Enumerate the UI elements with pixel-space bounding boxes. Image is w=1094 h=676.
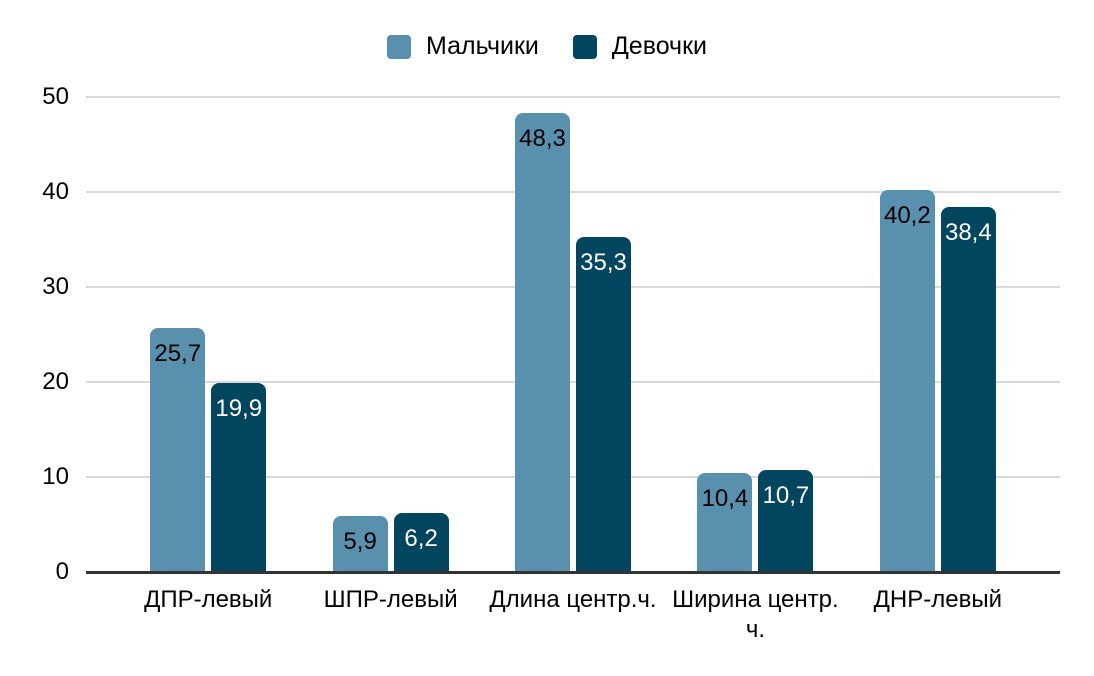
x-axis-label-line: ч. [745,616,765,643]
bar-groups: 25,7 19,9 5,9 6,2 48,3 35,3 10,4 10,7 40,2 38,4 [117,97,1029,572]
x-axis-label: ДНР-левый [847,585,1029,645]
x-axis-label: ДПР-левый [117,585,299,645]
y-axis-tick-label: 40 [42,178,69,205]
bar-value-label: 5,9 [343,527,377,555]
x-axis-label-line: ДПР-левый [144,586,273,613]
bar-value-label: 40,2 [883,202,931,230]
x-axis-label: ШПР-левый [299,585,481,645]
bar-value-label: 38,4 [944,219,992,247]
y-axis-tick-label: 50 [42,83,69,110]
x-axis-line [86,571,1060,574]
legend-swatch [572,34,597,59]
x-axis-label-line: ДНР-левый [873,586,1002,613]
bar-value-label: 6,2 [404,525,438,553]
bar: 38,4 [940,207,996,572]
bar-value-label: 25,7 [154,339,202,367]
gridline [86,96,1060,98]
bar: 6,2 [393,513,449,572]
gridline [86,476,1060,478]
bar-value-label: 35,3 [580,248,627,276]
y-axis-tick-label: 20 [42,368,69,395]
x-axis-label-line: Ширина центр. [672,586,839,613]
bar: 10,4 [697,473,753,572]
bar: 40,2 [879,190,935,572]
bar: 5,9 [332,515,388,572]
y-axis-tick-label: 10 [42,463,69,490]
gridline [86,381,1060,383]
bar-group: 10,4 10,7 [664,97,846,572]
gridline [86,191,1060,193]
x-axis-label: Длина центр.ч. [482,585,664,645]
legend-swatch [387,34,412,59]
y-axis-tick-label: 0 [55,558,69,585]
bar: 48,3 [515,113,571,572]
bar-group: 25,7 19,9 [117,97,299,572]
plot-area: 25,7 19,9 5,9 6,2 48,3 35,3 10,4 10,7 40,2 38,4 [86,96,1060,574]
legend-label: Девочки [611,32,707,60]
bar: 35,3 [576,236,632,572]
bar: 19,9 [211,382,267,572]
x-axis-labels: ДПР-левый ШПР-левый Длина центр.ч. Ширина ц… [117,585,1029,645]
bar-group: 5,9 6,2 [299,97,481,572]
chart-legend: Мальчики Девочки [0,32,1094,61]
bar-value-label: 10,7 [762,482,810,510]
bar-value-label: 19,9 [215,394,263,422]
legend-label: Мальчики [426,32,539,60]
bar: 25,7 [150,327,206,572]
legend-item: Девочки [572,32,707,61]
x-axis-label-line: ШПР-левый [323,586,458,613]
bar-value-label: 48,3 [519,125,566,153]
gridline [86,286,1060,288]
bar: 10,7 [758,470,814,572]
legend-item: Мальчики [387,32,539,61]
bar-group: 48,3 35,3 [482,97,664,572]
y-axis-tick-label: 30 [42,273,69,300]
bar-value-label: 10,4 [701,485,749,513]
x-axis-label: Ширина центр. ч. [664,585,846,645]
bar-group: 40,2 38,4 [847,97,1029,572]
x-axis-label-line: Длина центр.ч. [489,586,657,613]
